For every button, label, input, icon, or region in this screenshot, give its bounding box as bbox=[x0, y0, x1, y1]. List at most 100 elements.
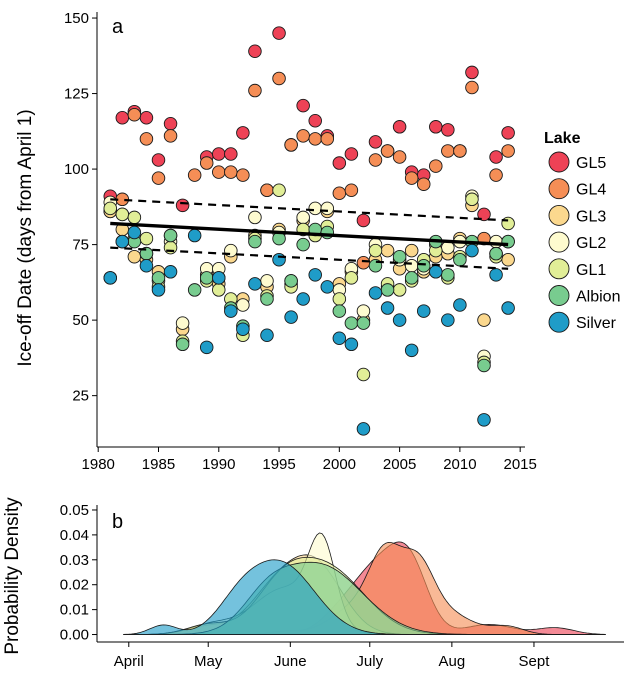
point-gl5 bbox=[429, 120, 443, 134]
point-gl4 bbox=[320, 132, 335, 146]
point-albion bbox=[332, 304, 347, 318]
panel-a-scatter: 25 50 75 100 125 150 1980 1985 1990 1995 2000 2005 2… bbox=[15, 10, 537, 473]
point-gl2 bbox=[296, 210, 310, 225]
point-gl4 bbox=[127, 107, 142, 122]
point-gl5 bbox=[501, 126, 515, 140]
point-silver bbox=[416, 304, 431, 318]
legend-title: Lake bbox=[544, 130, 581, 147]
y-tick-label-a: 25 bbox=[72, 388, 89, 405]
point-silver bbox=[392, 313, 407, 327]
point-silver bbox=[465, 243, 479, 258]
point-gl5 bbox=[332, 156, 347, 170]
point-silver bbox=[139, 259, 154, 273]
point-gl2 bbox=[248, 210, 262, 225]
point-silver bbox=[296, 292, 310, 306]
point-gl4 bbox=[441, 144, 455, 158]
point-gl4 bbox=[380, 144, 395, 158]
ci-upper-line bbox=[110, 198, 509, 222]
y-tick-label-b: 0.00 bbox=[60, 627, 89, 644]
point-silver bbox=[163, 265, 178, 279]
x-tick-label-b: Aug bbox=[439, 653, 466, 670]
point-gl5 bbox=[465, 65, 479, 80]
point-gl3 bbox=[404, 243, 419, 258]
point-gl5 bbox=[356, 213, 371, 228]
point-gl1 bbox=[103, 201, 118, 216]
y-tick-label-b: 0.04 bbox=[60, 527, 89, 544]
point-gl5 bbox=[296, 98, 310, 113]
y-tick-label-b: 0.01 bbox=[60, 602, 89, 619]
point-silver bbox=[477, 413, 491, 427]
point-silver bbox=[236, 322, 250, 336]
point-gl5 bbox=[236, 126, 250, 140]
point-gl4 bbox=[392, 150, 407, 164]
legend-label: GL1 bbox=[576, 262, 606, 279]
density-silver bbox=[123, 559, 606, 635]
series-gl1 bbox=[103, 183, 515, 382]
point-silver bbox=[199, 340, 214, 355]
y-axis-title-b: Probability Density bbox=[2, 497, 23, 655]
point-gl1 bbox=[392, 283, 407, 297]
point-gl1 bbox=[465, 192, 479, 207]
legend-label: GL3 bbox=[576, 208, 606, 225]
point-gl1 bbox=[332, 292, 347, 306]
point-albion bbox=[392, 249, 407, 264]
x-tick-label-a: 1985 bbox=[142, 456, 175, 473]
point-gl2 bbox=[175, 316, 190, 330]
y-tick-label-a: 100 bbox=[64, 161, 89, 178]
point-gl5 bbox=[248, 44, 262, 59]
legend-items: GL5 GL4 GL3 GL2 GL1 Albion Silver bbox=[548, 151, 620, 333]
point-gl5 bbox=[441, 123, 455, 137]
point-silver bbox=[127, 225, 142, 240]
point-gl5 bbox=[151, 153, 166, 167]
point-gl2 bbox=[489, 234, 503, 249]
point-albion bbox=[489, 246, 503, 261]
point-silver bbox=[284, 310, 298, 324]
legend-swatch bbox=[548, 151, 570, 173]
point-gl4 bbox=[260, 183, 274, 197]
point-gl4 bbox=[416, 177, 431, 191]
point-silver bbox=[248, 277, 262, 291]
point-albion bbox=[248, 234, 262, 249]
point-gl4 bbox=[139, 132, 154, 146]
point-albion bbox=[260, 292, 274, 306]
legend-label: GL2 bbox=[576, 235, 606, 252]
point-silver bbox=[404, 343, 419, 358]
point-silver bbox=[380, 301, 395, 315]
y-tick-label-b: 0.02 bbox=[60, 577, 89, 594]
point-albion bbox=[199, 271, 214, 285]
point-silver bbox=[103, 271, 118, 285]
point-silver bbox=[356, 422, 371, 436]
y-tick-label-a: 125 bbox=[64, 86, 89, 103]
point-gl1 bbox=[368, 243, 383, 258]
point-gl4 bbox=[224, 165, 238, 179]
point-gl4 bbox=[368, 153, 383, 167]
trend-lines bbox=[110, 198, 509, 270]
ci-lower-line bbox=[110, 246, 509, 270]
point-gl4 bbox=[163, 129, 178, 143]
point-gl4 bbox=[429, 159, 443, 173]
point-gl4 bbox=[199, 156, 214, 170]
legend-item-gl3: GL3 bbox=[548, 204, 606, 226]
point-gl4 bbox=[236, 168, 250, 182]
point-gl2 bbox=[356, 304, 371, 318]
legend-swatch bbox=[548, 231, 570, 253]
point-gl2 bbox=[320, 201, 335, 216]
point-gl5 bbox=[392, 120, 407, 134]
point-silver bbox=[224, 304, 238, 318]
point-silver bbox=[453, 298, 467, 312]
point-silver bbox=[151, 283, 166, 297]
x-tick-label-b: July bbox=[356, 653, 383, 670]
point-silver bbox=[332, 331, 347, 346]
x-tick-label-a: 1995 bbox=[262, 456, 295, 473]
y-tick-label-a: 150 bbox=[64, 10, 89, 27]
legend-item-gl2: GL2 bbox=[548, 231, 606, 253]
panel-b-axes: 0.00 0.01 0.02 0.03 0.04 0.05 April May June July… bbox=[60, 502, 624, 670]
point-gl3 bbox=[501, 252, 515, 267]
point-silver bbox=[212, 271, 226, 285]
series-silver bbox=[103, 225, 515, 436]
legend-label: GL4 bbox=[576, 182, 606, 199]
point-gl4 bbox=[404, 171, 419, 185]
legend-label: Silver bbox=[576, 315, 617, 332]
point-gl4 bbox=[284, 138, 298, 152]
point-albion bbox=[404, 271, 419, 285]
